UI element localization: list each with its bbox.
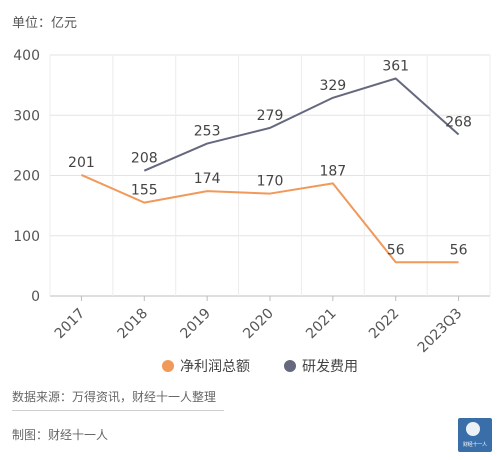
data-label-0-2018: 155 [131,183,158,199]
unit-label: 单位：亿元 [12,16,78,31]
data-label-1-2022: 361 [382,58,409,74]
x-tick-label-2018: 2018 [115,306,152,343]
series-line-0 [81,173,459,264]
caijing-logo: 财经十一人 [458,418,492,452]
data-label-1-2021: 329 [319,78,346,94]
data-label-0-2022: 56 [387,242,405,258]
data-label-0-2021: 187 [319,163,346,179]
series-line-1 [143,77,460,172]
data-label-0-2020: 170 [257,174,284,190]
legend-marker-0 [162,360,174,372]
legend: 净利润总额 研发费用 [162,359,358,375]
divider [12,410,224,411]
legend-label-1: 研发费用 [302,359,358,375]
legend-label-0: 净利润总额 [180,359,250,375]
y-tick-label-400: 400 [13,48,40,64]
y-axis: 0 100 200 300 400 [13,48,40,305]
data-label-0-2023Q3: 56 [450,242,468,258]
data-label-1-2018: 208 [131,151,158,167]
x-tick-label-2021: 2021 [303,306,340,343]
data-source-note: 数据来源：万得资讯，财经十一人整理 [12,390,217,404]
y-tick-label-300: 300 [13,108,40,124]
globe-icon [466,422,480,436]
y-tick-label-200: 200 [13,169,40,185]
legend-marker-1 [284,360,296,372]
x-tick-label-2017: 2017 [52,306,89,343]
data-label-0-2019: 174 [194,171,221,187]
series-lines [81,77,460,264]
data-label-1-2019: 253 [194,124,221,140]
y-tick-label-0: 0 [31,289,40,305]
data-labels: 201 155 174 170 187 56 56 208 253 279 329 361 268 [68,58,472,258]
data-label-1-2023Q3: 268 [445,115,472,131]
grid-lines [49,54,491,297]
x-tick-label-2022: 2022 [366,306,403,343]
x-axis: 2017 2018 2019 2020 2021 2022 2023Q3 [52,296,466,357]
y-tick-label-100: 100 [13,229,40,245]
x-tick-label-2020: 2020 [240,306,277,343]
x-tick-label-2019: 2019 [177,306,214,343]
data-label-1-2020: 279 [257,108,284,124]
chart-maker-note: 制图：财经十一人 [12,428,109,442]
data-label-0-2017: 201 [68,155,95,171]
x-tick-label-2023Q3: 2023Q3 [415,306,466,357]
logo-text: 财经十一人 [462,442,487,448]
